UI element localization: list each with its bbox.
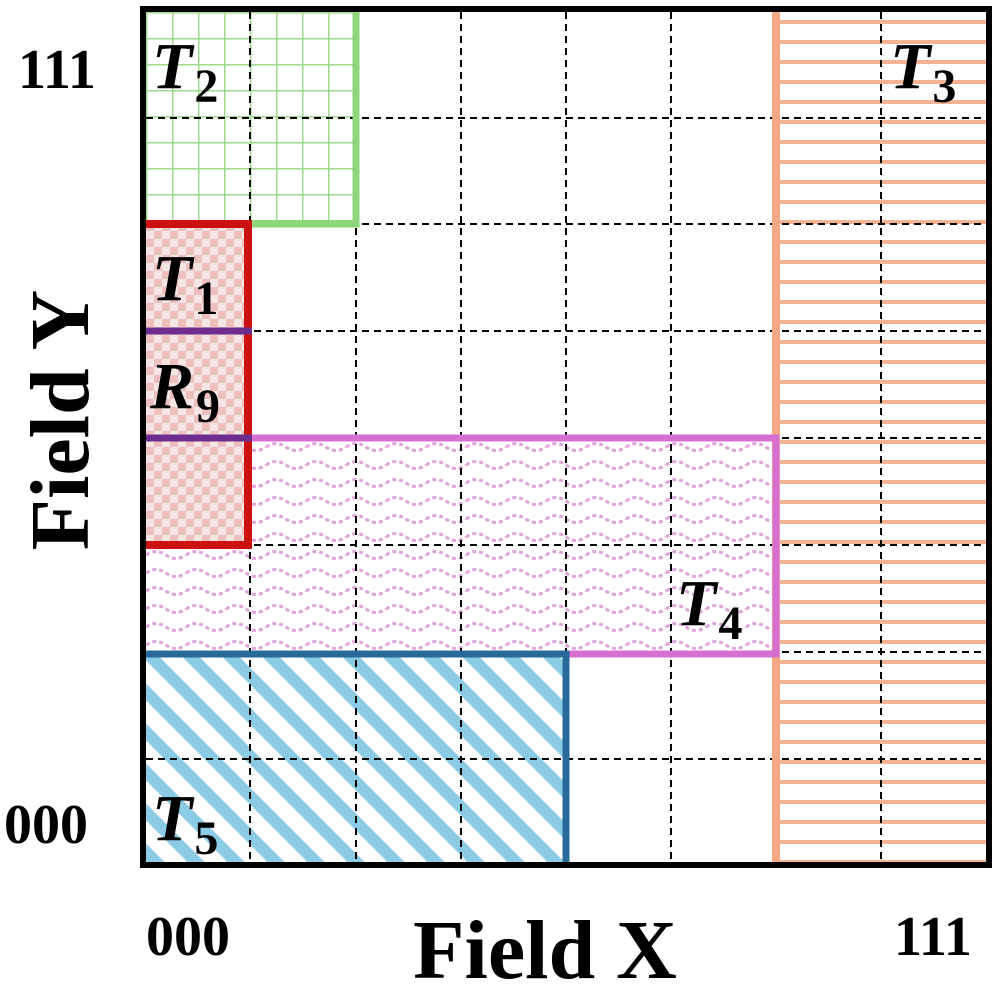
y-axis-title: Field Y [14, 290, 107, 551]
diagram-frame [140, 6, 992, 868]
label-t4: T4 [676, 567, 742, 650]
x-axis-title: Field X [413, 904, 677, 985]
label-t5: T5 [152, 782, 218, 865]
region-t5-border [146, 650, 570, 862]
x-max-tick: 111 [894, 906, 972, 968]
y-min-tick: 000 [4, 794, 88, 856]
y-max-tick: 111 [18, 39, 96, 101]
label-t3: T3 [890, 30, 956, 113]
label-r9: R9 [149, 350, 220, 433]
region-t4-border [250, 434, 780, 658]
label-t2: T2 [152, 30, 218, 113]
region-t1-border [146, 220, 252, 549]
region-t1-fill [146, 224, 250, 546]
label-t1: T1 [152, 242, 218, 325]
x-min-tick: 000 [146, 906, 230, 968]
